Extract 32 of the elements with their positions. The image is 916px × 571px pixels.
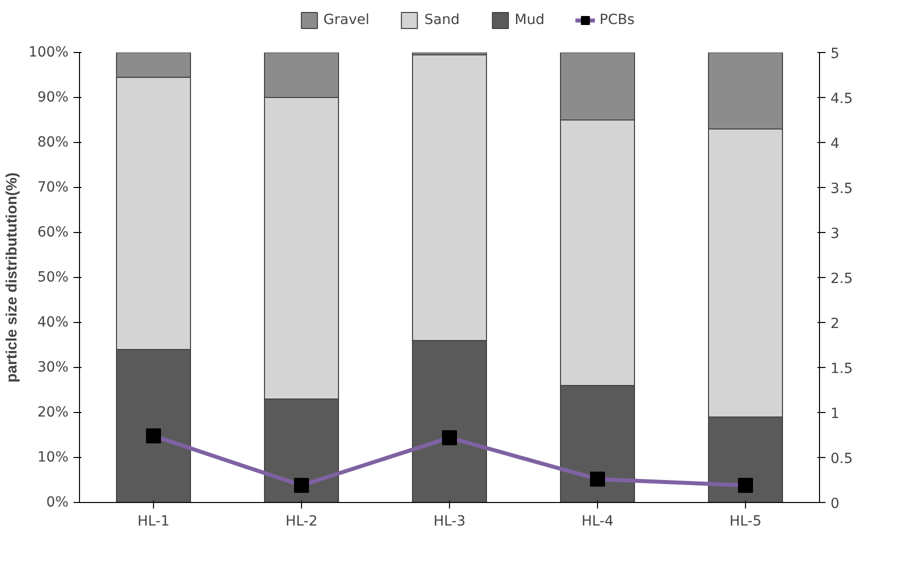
y2-tick-label: 1 [830,406,840,422]
x-tick-label: HL-2 [285,514,318,530]
y2-tick-label: 4.5 [830,91,853,107]
legend-label: Mud [514,12,544,28]
x-tick-label: HL-4 [581,514,614,530]
x-tick-label: HL-1 [137,514,170,530]
legend-label: Sand [424,12,460,28]
y-tick-label: 30% [37,360,69,376]
y2-tick-label: 0.5 [830,451,853,467]
legend-label: Gravel [323,12,370,28]
y2-tick-label: 3.5 [830,181,853,197]
y-tick-label: 10% [37,450,69,466]
y2-tick-label: 2 [830,316,840,332]
y-tick-label: 60% [37,224,69,240]
y2-tick-label: 4 [830,136,840,152]
y2-tick-label: 0 [830,496,840,512]
x-tick-label: HL-5 [729,514,762,530]
y-tick-label: 100% [28,44,69,60]
legend-label: PCBs [599,12,635,28]
y2-tick-label: 5 [830,46,840,62]
y-tick-label: 80% [37,134,69,150]
y-tick-label: 70% [37,180,69,196]
y-tick-label: 0% [46,494,69,510]
y2-tick-label: 3 [830,226,840,242]
y-tick-label: 20% [37,404,69,420]
y-tick-label: 40% [37,314,69,330]
x-tick-label: HL-3 [433,514,466,530]
y2-tick-label: 1.5 [830,361,853,377]
y-tick-label: 90% [37,90,69,106]
y-axis-title: particle size distributution(%) [3,172,20,383]
y-tick-label: 50% [37,270,69,286]
y2-tick-label: 2.5 [830,271,853,287]
